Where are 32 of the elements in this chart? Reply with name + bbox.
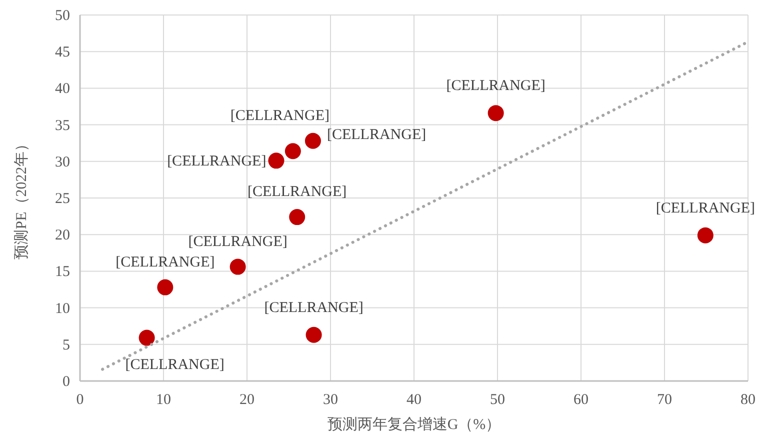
ytick: 5 — [62, 337, 70, 354]
ytick: 30 — [55, 154, 70, 170]
data-label: [CELLRANGE] — [125, 356, 224, 373]
data-label: [CELLRANGE] — [264, 300, 364, 316]
data-label: [CELLRANGE] — [230, 108, 330, 124]
xtick: 80 — [740, 392, 756, 408]
xtick: 60 — [574, 392, 588, 408]
data-label: [CELLRANGE] — [167, 154, 266, 170]
ytick: 10 — [55, 300, 70, 317]
ytick: 15 — [55, 264, 70, 280]
data-label: [CELLRANGE] — [446, 78, 546, 94]
ytick: 0 — [62, 374, 70, 390]
ytick: 40 — [55, 81, 70, 98]
xlabel: 预测两年复合增速G（%） — [327, 417, 501, 433]
xtick: 30 — [323, 392, 338, 408]
data-label: [CELLRANGE] — [116, 254, 215, 270]
ytick: 45 — [55, 44, 70, 61]
ytick: 35 — [55, 118, 70, 134]
xtick: 70 — [657, 392, 672, 408]
ylabel: 预测PE（2022年） — [14, 136, 30, 260]
ytick: 50 — [55, 8, 70, 24]
xtick: 50 — [490, 392, 505, 408]
ytick: 25 — [55, 191, 70, 207]
data-label: [CELLRANGE] — [656, 200, 755, 216]
xtick: 10 — [156, 392, 171, 408]
xtick: 0 — [76, 392, 84, 408]
ytick: 20 — [55, 228, 70, 244]
data-label: [CELLRANGE] — [326, 126, 426, 143]
data-label: [CELLRANGE] — [188, 234, 288, 250]
xtick: 20 — [240, 392, 254, 408]
xtick: 40 — [406, 392, 422, 408]
data-label: [CELLRANGE] — [248, 184, 347, 200]
